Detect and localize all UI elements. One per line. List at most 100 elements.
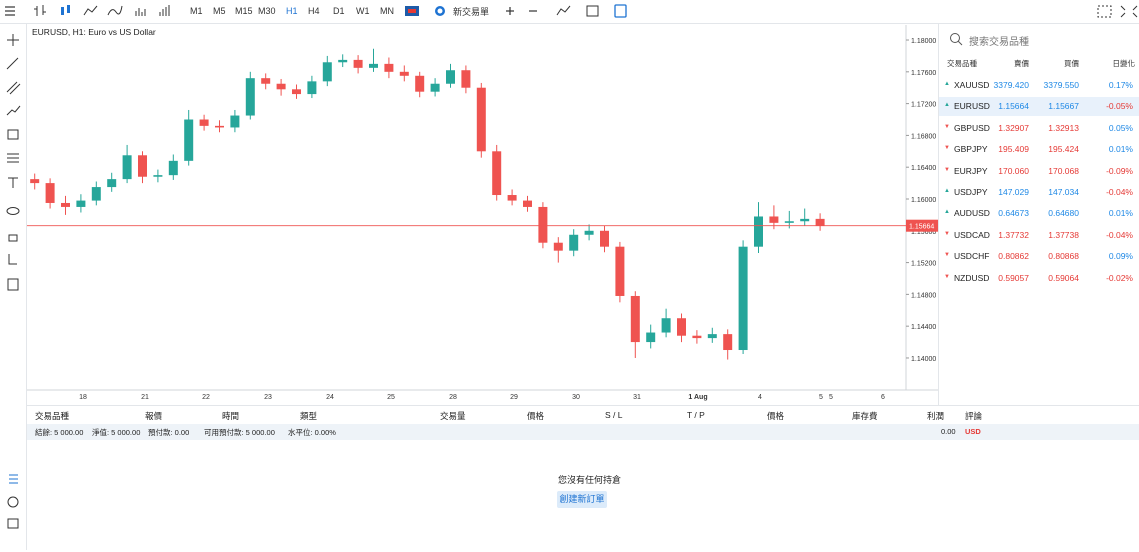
- watchlist-header: 交易品種: [947, 59, 977, 68]
- notes-icon[interactable]: [614, 4, 627, 18]
- y-tick-label: 1.16400: [911, 165, 936, 172]
- watchlist-row[interactable]: ▼ NZDUSD 0.59057 0.59064 -0.02%: [939, 269, 1139, 288]
- watchlist-row[interactable]: ▼ USDCHF 0.80862 0.80868 0.09%: [939, 247, 1139, 266]
- trendline-tool[interactable]: [6, 57, 19, 70]
- ask-price: 1.37738: [1048, 229, 1079, 240]
- area-type-icon[interactable]: [107, 5, 123, 16]
- shape-tool[interactable]: [7, 129, 19, 140]
- ask-price: 0.80868: [1048, 251, 1079, 262]
- search-input[interactable]: 搜索交易品種: [969, 37, 1029, 48]
- symbol: EURUSD: [954, 101, 990, 112]
- timeframe-button[interactable]: D1: [333, 6, 345, 16]
- journal-tab[interactable]: [7, 518, 19, 529]
- watchlist-row[interactable]: ▲ XAUUSD 3379.420 3379.550 0.17%: [939, 76, 1139, 95]
- trend-arrow: ▼: [944, 166, 950, 173]
- candle-body: [723, 334, 733, 351]
- daily-change: -0.09%: [1106, 165, 1133, 176]
- flag-icon[interactable]: [405, 6, 419, 16]
- indicator-icon[interactable]: [159, 5, 170, 16]
- candle-body: [91, 187, 101, 201]
- candle-body: [507, 195, 517, 201]
- watchlist-row[interactable]: ▲ USDJPY 147.029 147.034 -0.04%: [939, 183, 1139, 202]
- timeframe-button[interactable]: MN: [380, 6, 394, 16]
- search-icon: [950, 33, 963, 46]
- timeframe-button[interactable]: H4: [308, 6, 320, 16]
- watchlist-header: 賣價: [1014, 59, 1029, 68]
- trend-arrow: ▼: [944, 230, 950, 237]
- timeframe-button[interactable]: M30: [258, 6, 276, 16]
- text-tool[interactable]: [8, 177, 18, 188]
- candle-type-icon[interactable]: [61, 5, 70, 15]
- candle-body: [476, 87, 486, 152]
- crosshair-tool[interactable]: [7, 34, 19, 46]
- lock-tool[interactable]: [8, 234, 18, 242]
- channel-tool-part[interactable]: [6, 81, 18, 93]
- calendar-icon[interactable]: [586, 5, 599, 17]
- watchlist-row[interactable]: ▲ AUDUSD 0.64673 0.64680 0.01%: [939, 204, 1139, 223]
- x-tick-label: 4: [758, 394, 762, 401]
- y-tick-label: 1.16800: [911, 133, 936, 140]
- x-tick-label: 23: [264, 394, 272, 401]
- y-tick-label: 1.14800: [911, 292, 936, 299]
- candle-body: [569, 234, 579, 251]
- watchlist-row[interactable]: ▼ EURJPY 170.060 170.068 -0.09%: [939, 162, 1139, 181]
- trend-arrow: ▲: [944, 102, 950, 109]
- indicators-icon[interactable]: [556, 5, 571, 16]
- flag-icon-part[interactable]: [408, 9, 416, 13]
- watchlist-row[interactable]: ▲ EURUSD 1.15664 1.15667 -0.05%: [939, 97, 1139, 117]
- positions-header: 交易品種: [35, 411, 70, 421]
- symbol: GBPJPY: [954, 144, 988, 155]
- candle-type-icon-part[interactable]: [61, 7, 64, 15]
- symbol: USDCHF: [954, 251, 990, 262]
- trend-arrow: ▼: [944, 123, 950, 130]
- bar-type-icon[interactable]: [34, 5, 46, 16]
- path-tool[interactable]: [6, 105, 21, 116]
- timeframe-button[interactable]: M5: [213, 6, 226, 16]
- fullscreen-icon[interactable]: [1120, 5, 1138, 18]
- positions-header: 報價: [145, 411, 163, 421]
- tree-tool[interactable]: [8, 254, 17, 265]
- symbol: GBPUSD: [954, 122, 990, 133]
- ask-price: 147.034: [1048, 187, 1079, 197]
- bid-price: 195.409: [998, 144, 1029, 155]
- timeframe-button[interactable]: W1: [356, 6, 370, 16]
- timeframe-button[interactable]: M15: [235, 6, 253, 16]
- candle-body: [430, 83, 440, 92]
- candle-body: [692, 335, 702, 339]
- timeframe-button[interactable]: M1: [190, 6, 203, 16]
- layers-tool[interactable]: [7, 278, 19, 291]
- channel-tool-part[interactable]: [9, 83, 21, 95]
- line-type-icon[interactable]: [83, 5, 98, 16]
- daily-change: -0.04%: [1106, 229, 1133, 240]
- watchlist-row[interactable]: ▼ USDCAD 1.37732 1.37738 -0.04%: [939, 226, 1139, 245]
- y-tick-label: 1.17200: [911, 102, 936, 109]
- candle-body: [168, 160, 178, 176]
- zoom-in-icon[interactable]: [506, 7, 514, 15]
- candle-body: [369, 63, 378, 68]
- daily-change: 0.05%: [1108, 122, 1133, 133]
- candle-body: [230, 115, 240, 128]
- watchlist-row[interactable]: ▼ GBPUSD 1.32907 1.32913 0.05%: [939, 119, 1139, 138]
- fibonacci-tool[interactable]: [7, 153, 19, 163]
- history-tab[interactable]: [7, 496, 19, 508]
- account-item: 結餘: 5 000.00: [35, 428, 84, 437]
- menu-icon[interactable]: [5, 6, 15, 16]
- screenshot-icon[interactable]: [1097, 5, 1112, 18]
- new-order-icon[interactable]: [437, 8, 443, 14]
- candle-body: [815, 218, 825, 227]
- channel-tool[interactable]: [6, 81, 21, 95]
- new-order-label[interactable]: 新交易單: [453, 7, 490, 17]
- watchlist-row[interactable]: ▼ GBPJPY 195.409 195.424 0.01%: [939, 140, 1139, 159]
- positions-tab[interactable]: [9, 474, 18, 484]
- daily-change: -0.02%: [1106, 272, 1133, 283]
- create-order-button[interactable]: 創建新訂單: [557, 491, 607, 508]
- timeframe-button[interactable]: H1: [286, 6, 298, 16]
- trend-arrow: ▼: [944, 145, 950, 152]
- candle-body: [415, 75, 425, 92]
- visibility-tool[interactable]: [6, 207, 20, 215]
- volume-icon[interactable]: [135, 8, 146, 16]
- candle-body: [523, 200, 532, 207]
- positions-panel: 您沒有任何持倉 創建新訂單 交易品種 報價 時間 類型 交易量 價格 S / L T / P 價…: [27, 405, 1139, 550]
- candle-type-icon-part[interactable]: [67, 5, 70, 13]
